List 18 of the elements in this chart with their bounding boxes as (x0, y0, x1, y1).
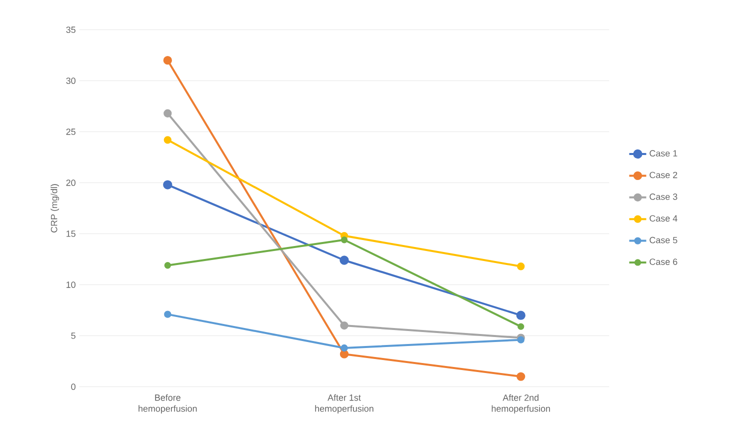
y-tick-label: 30 (66, 77, 76, 84)
x-tick-label: Before hemoperfusion (138, 394, 197, 414)
legend-label: Case 5 (650, 236, 678, 244)
y-axis-title: CRP (mg/dl) (50, 184, 60, 232)
y-tick-label: 10 (66, 281, 76, 288)
y-tick-label: 0 (71, 383, 76, 390)
y-tick-label: 5 (71, 332, 76, 339)
x-tick-label: After 1st hemoperfusion (315, 394, 374, 414)
y-tick-label: 25 (66, 128, 76, 135)
y-tick-label: 15 (66, 230, 76, 237)
legend-label: Case 3 (650, 193, 678, 200)
y-tick-label: 35 (66, 26, 76, 33)
legend-label: Case 1 (650, 150, 678, 156)
legend-label: Case 6 (650, 258, 678, 265)
legend-label: Case 2 (650, 172, 678, 178)
y-tick-label: 20 (66, 179, 76, 186)
legend-label: Case 4 (650, 215, 678, 222)
x-tick-label: After 2nd hemoperfusion (492, 394, 550, 414)
